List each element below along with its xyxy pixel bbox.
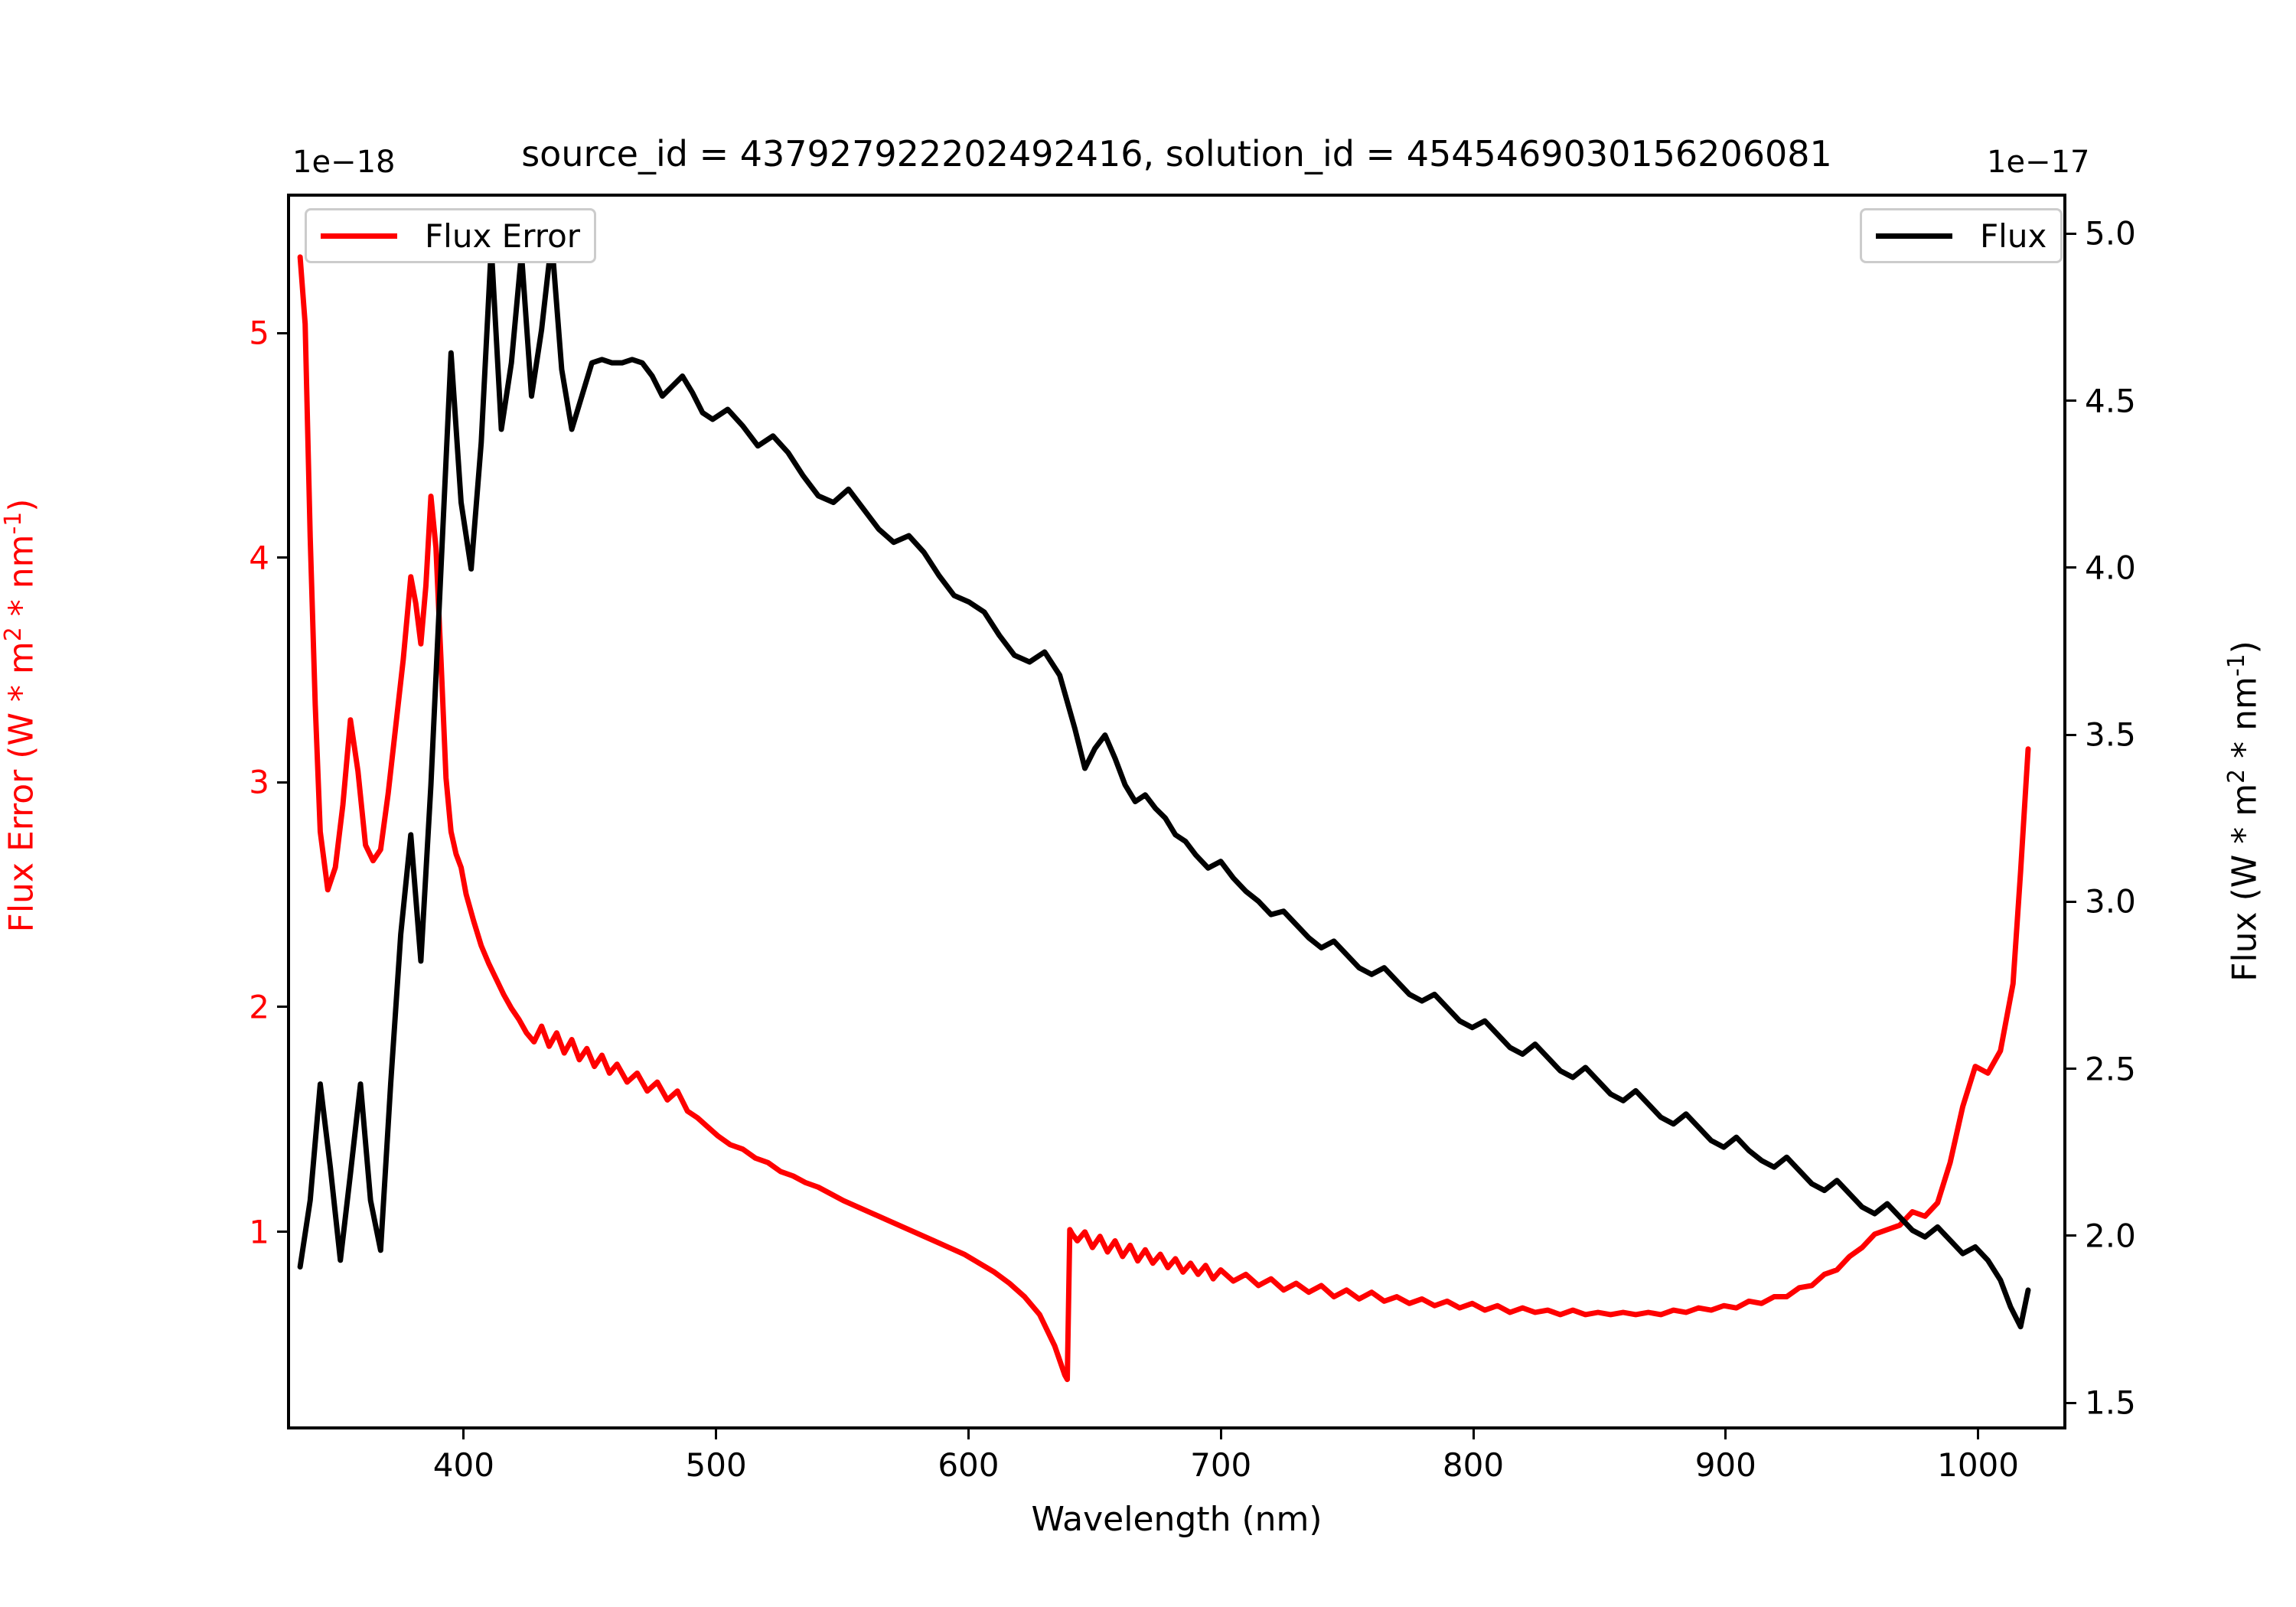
x-tick-label-1000: 1000 xyxy=(1937,1446,2020,1484)
right-y-axis-label-exp1: 2 xyxy=(2223,768,2250,784)
left-y-axis-label-main: Flux Error (W * m xyxy=(2,641,41,933)
left-y-tick-label-5: 5 xyxy=(249,314,269,352)
left-y-tick-label-1: 1 xyxy=(249,1213,269,1251)
x-tick-700 xyxy=(1219,1429,1222,1439)
x-tick-1000 xyxy=(1977,1429,1980,1439)
legend-swatch-flux-error-icon xyxy=(321,233,397,239)
right-y-tick-label-1.5: 1.5 xyxy=(2085,1384,2136,1422)
left-y-axis-label-exp1: 2 xyxy=(0,627,27,642)
right-y-tick-label-2.5: 2.5 xyxy=(2085,1050,2136,1088)
x-tick-label-700: 700 xyxy=(1190,1446,1252,1484)
legend-flux[interactable]: Flux xyxy=(1860,208,2063,263)
series-canvas xyxy=(297,236,2031,1383)
x-tick-label-600: 600 xyxy=(938,1446,1000,1484)
legend-swatch-flux-icon xyxy=(1876,233,1952,239)
x-tick-600 xyxy=(967,1429,970,1439)
x-tick-label-500: 500 xyxy=(685,1446,747,1484)
line-flux xyxy=(297,236,2031,1330)
right-y-tick-label-4.0: 4.0 xyxy=(2085,549,2136,587)
right-y-tick-3.0 xyxy=(2066,900,2076,903)
legend-label-flux: Flux xyxy=(1980,217,2047,255)
left-y-tick-label-2: 2 xyxy=(249,988,269,1026)
right-y-tick-5.0 xyxy=(2066,232,2076,235)
left-y-axis-label-end: ) xyxy=(2,498,41,512)
right-y-tick-4.0 xyxy=(2066,566,2076,569)
right-y-axis-label-exp2: -1 xyxy=(2223,654,2250,677)
right-y-tick-label-4.5: 4.5 xyxy=(2085,382,2136,420)
right-y-tick-label-3.5: 3.5 xyxy=(2085,715,2136,754)
right-y-tick-1.5 xyxy=(2066,1401,2076,1404)
x-tick-400 xyxy=(462,1429,465,1439)
x-axis-label: Wavelength (nm) xyxy=(1031,1500,1322,1539)
left-y-tick-2 xyxy=(277,1006,287,1009)
right-y-tick-2.5 xyxy=(2066,1068,2076,1071)
legend-label-flux-error: Flux Error xyxy=(425,217,581,255)
left-y-tick-5 xyxy=(277,331,287,334)
right-y-tick-label-5.0: 5.0 xyxy=(2085,214,2136,253)
x-tick-900 xyxy=(1724,1429,1727,1439)
x-tick-label-800: 800 xyxy=(1442,1446,1505,1484)
line-flux-error xyxy=(297,254,2031,1383)
right-y-tick-2.0 xyxy=(2066,1234,2076,1237)
left-y-tick-label-4: 4 xyxy=(249,539,269,577)
left-y-tick-4 xyxy=(277,556,287,559)
left-y-tick-1 xyxy=(277,1231,287,1234)
x-tick-label-400: 400 xyxy=(432,1446,494,1484)
right-y-axis-label-end: ) xyxy=(2225,641,2265,654)
x-tick-800 xyxy=(1472,1429,1475,1439)
left-y-tick-label-3: 3 xyxy=(249,763,269,801)
left-y-axis-label: Flux Error (W * m2 * nm-1) xyxy=(0,499,41,1124)
right-axis-offset-label: 1e−17 xyxy=(1987,145,2090,180)
right-y-axis-label-main: Flux (W * m xyxy=(2225,783,2265,982)
right-y-tick-3.5 xyxy=(2066,733,2076,736)
left-axis-offset-label: 1e−18 xyxy=(292,145,396,180)
right-y-tick-label-3.0: 3.0 xyxy=(2085,882,2136,921)
legend-flux-error[interactable]: Flux Error xyxy=(305,208,597,263)
x-tick-500 xyxy=(715,1429,718,1439)
x-tick-label-900: 900 xyxy=(1694,1446,1756,1484)
right-y-axis-label: Flux (W * m2 * nm-1) xyxy=(2223,641,2265,982)
right-y-tick-label-2.0: 2.0 xyxy=(2085,1217,2136,1255)
chart-title: source_id = 437927922202492416, solution… xyxy=(521,133,1832,174)
right-y-axis-label-mid: * nm xyxy=(2225,676,2265,769)
right-y-tick-4.5 xyxy=(2066,399,2076,403)
left-y-axis-label-exp2: -1 xyxy=(0,511,27,535)
left-y-tick-3 xyxy=(277,781,287,784)
plot-area xyxy=(287,194,2066,1429)
left-y-axis-label-mid: * nm xyxy=(2,534,41,627)
